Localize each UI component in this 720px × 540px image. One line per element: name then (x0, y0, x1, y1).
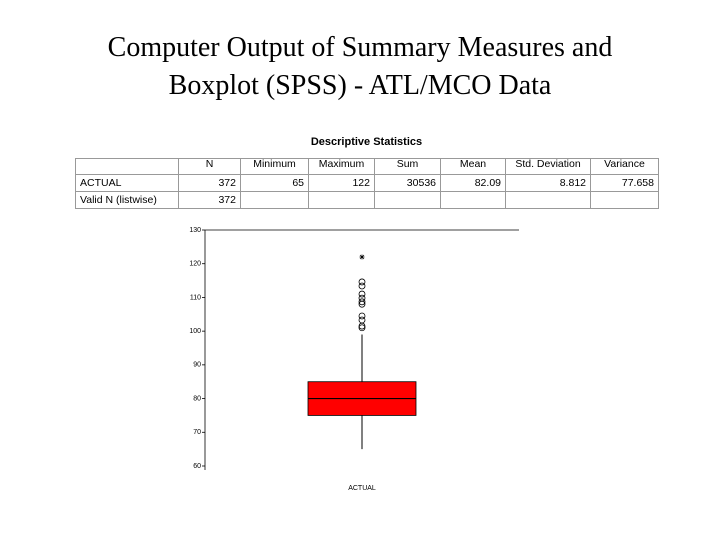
y-tick-label: 110 (190, 294, 201, 301)
table-cell: Valid N (listwise) (75, 191, 179, 209)
header-row: N Minimum Maximum Sum Mean Std. Deviation Vari… (75, 158, 659, 175)
slide-title: Boxplot (SPSS) - ATL/MCO Data (168, 70, 552, 101)
table-cell: 82.09 (440, 174, 506, 192)
outlier (358, 316, 366, 324)
extreme (359, 254, 365, 260)
outlier (358, 294, 366, 302)
table-title: Descriptive Statistics (310, 136, 423, 148)
outlier (358, 282, 366, 290)
y-tick-label: 130 (189, 227, 201, 234)
y-tick-label: 100 (189, 328, 201, 335)
table-cell (590, 191, 659, 209)
outlier (358, 312, 366, 320)
table-cell: 372 (178, 191, 241, 209)
table-row: ACTUAL 372 65 122 30536 82.09 8.812 77.658 (75, 174, 659, 192)
y-tick-label: 120 (189, 261, 201, 268)
slide-title: Computer Output of Summary Measures and (107, 32, 613, 63)
y-tick-label: 70 (193, 429, 201, 436)
outlier (358, 324, 366, 332)
outlier (358, 290, 366, 298)
table-row: Valid N (listwise) 372 (75, 191, 659, 209)
x-tick-label: ACTUAL (348, 485, 376, 492)
outlier (358, 278, 366, 286)
y-tick-label: 90 (193, 362, 201, 369)
outlier (358, 298, 366, 306)
y-tick-label: 60 (193, 463, 201, 470)
y-tick-label: 80 (193, 395, 201, 402)
stats-table: N Minimum Maximum Sum Mean Std. Deviation Vari… (75, 158, 659, 209)
